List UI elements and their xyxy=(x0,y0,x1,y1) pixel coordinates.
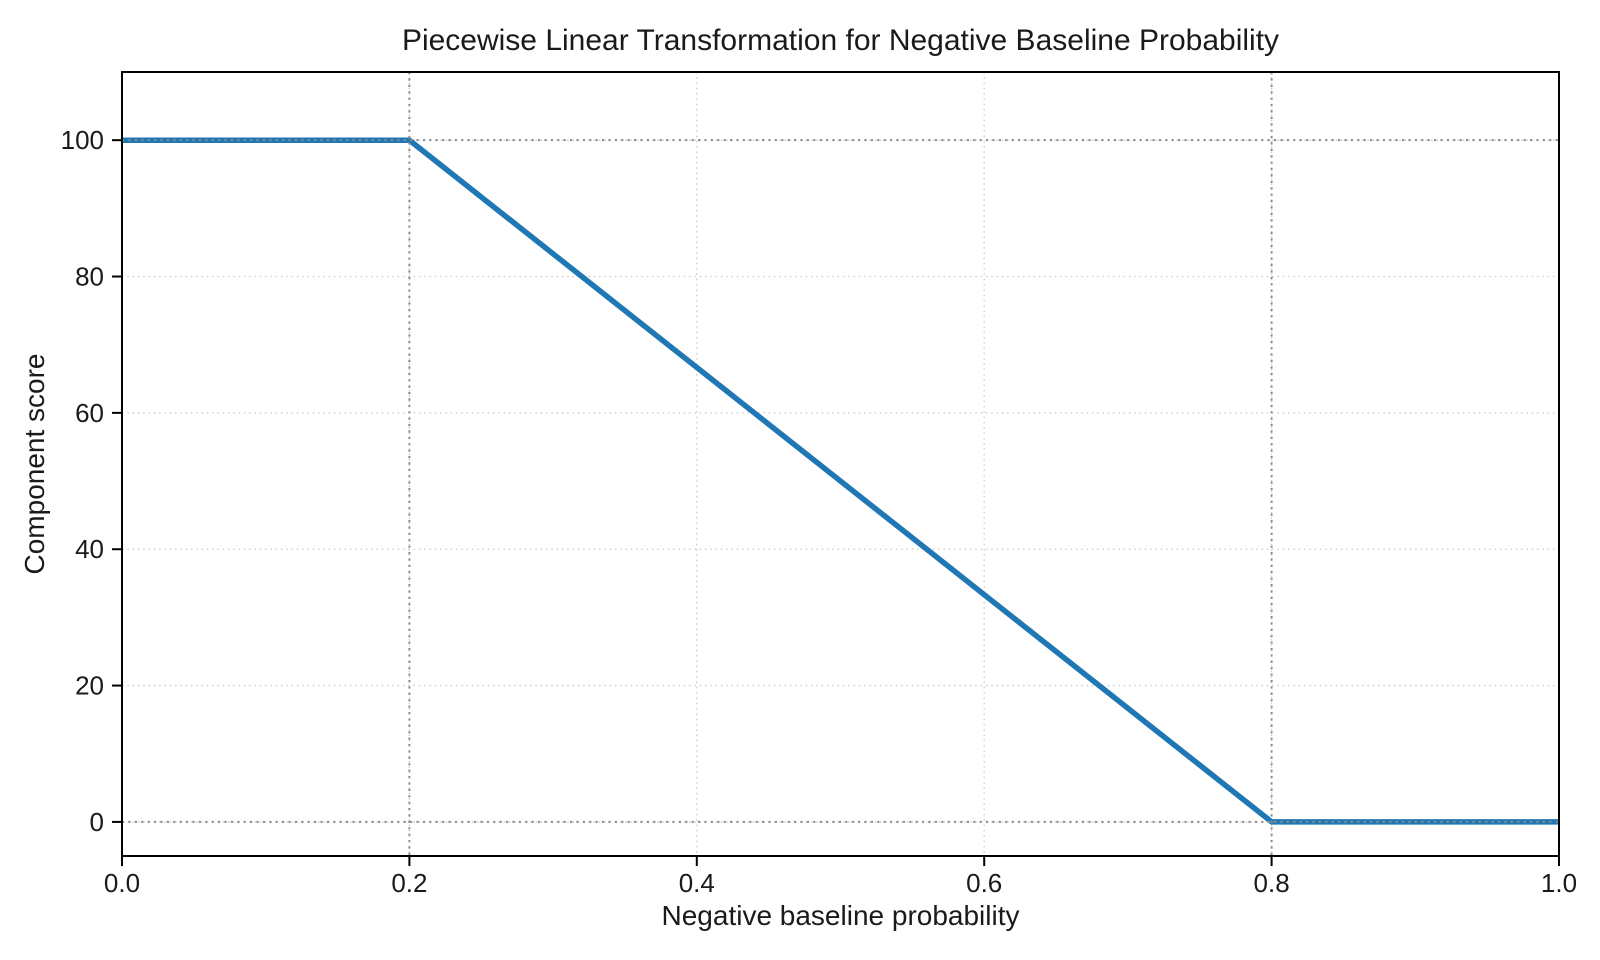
x-tick-label: 0.8 xyxy=(1254,868,1290,898)
y-tick-label: 60 xyxy=(75,398,104,428)
y-axis-label: Component score xyxy=(19,353,50,574)
y-tick-label: 0 xyxy=(90,807,104,837)
y-tick-label: 80 xyxy=(75,262,104,292)
x-tick-label: 1.0 xyxy=(1541,868,1577,898)
guide-lines xyxy=(122,72,1559,856)
plot-border xyxy=(121,71,1560,857)
x-tick-label: 0.0 xyxy=(104,868,140,898)
x-tick-label: 0.4 xyxy=(679,868,715,898)
x-tick-label: 0.6 xyxy=(966,868,1002,898)
x-axis-label: Negative baseline probability xyxy=(662,900,1020,931)
axis-ticks: 0.0 0.2 0.4 0.6 0.8 1.0 0 20 40 60 80 100 xyxy=(61,125,1577,898)
chart-title: Piecewise Linear Transformation for Nega… xyxy=(402,24,1279,57)
x-tick-label: 0.2 xyxy=(391,868,427,898)
y-tick-label: 20 xyxy=(75,671,104,701)
y-tick-label: 100 xyxy=(61,125,104,155)
y-tick-label: 40 xyxy=(75,534,104,564)
